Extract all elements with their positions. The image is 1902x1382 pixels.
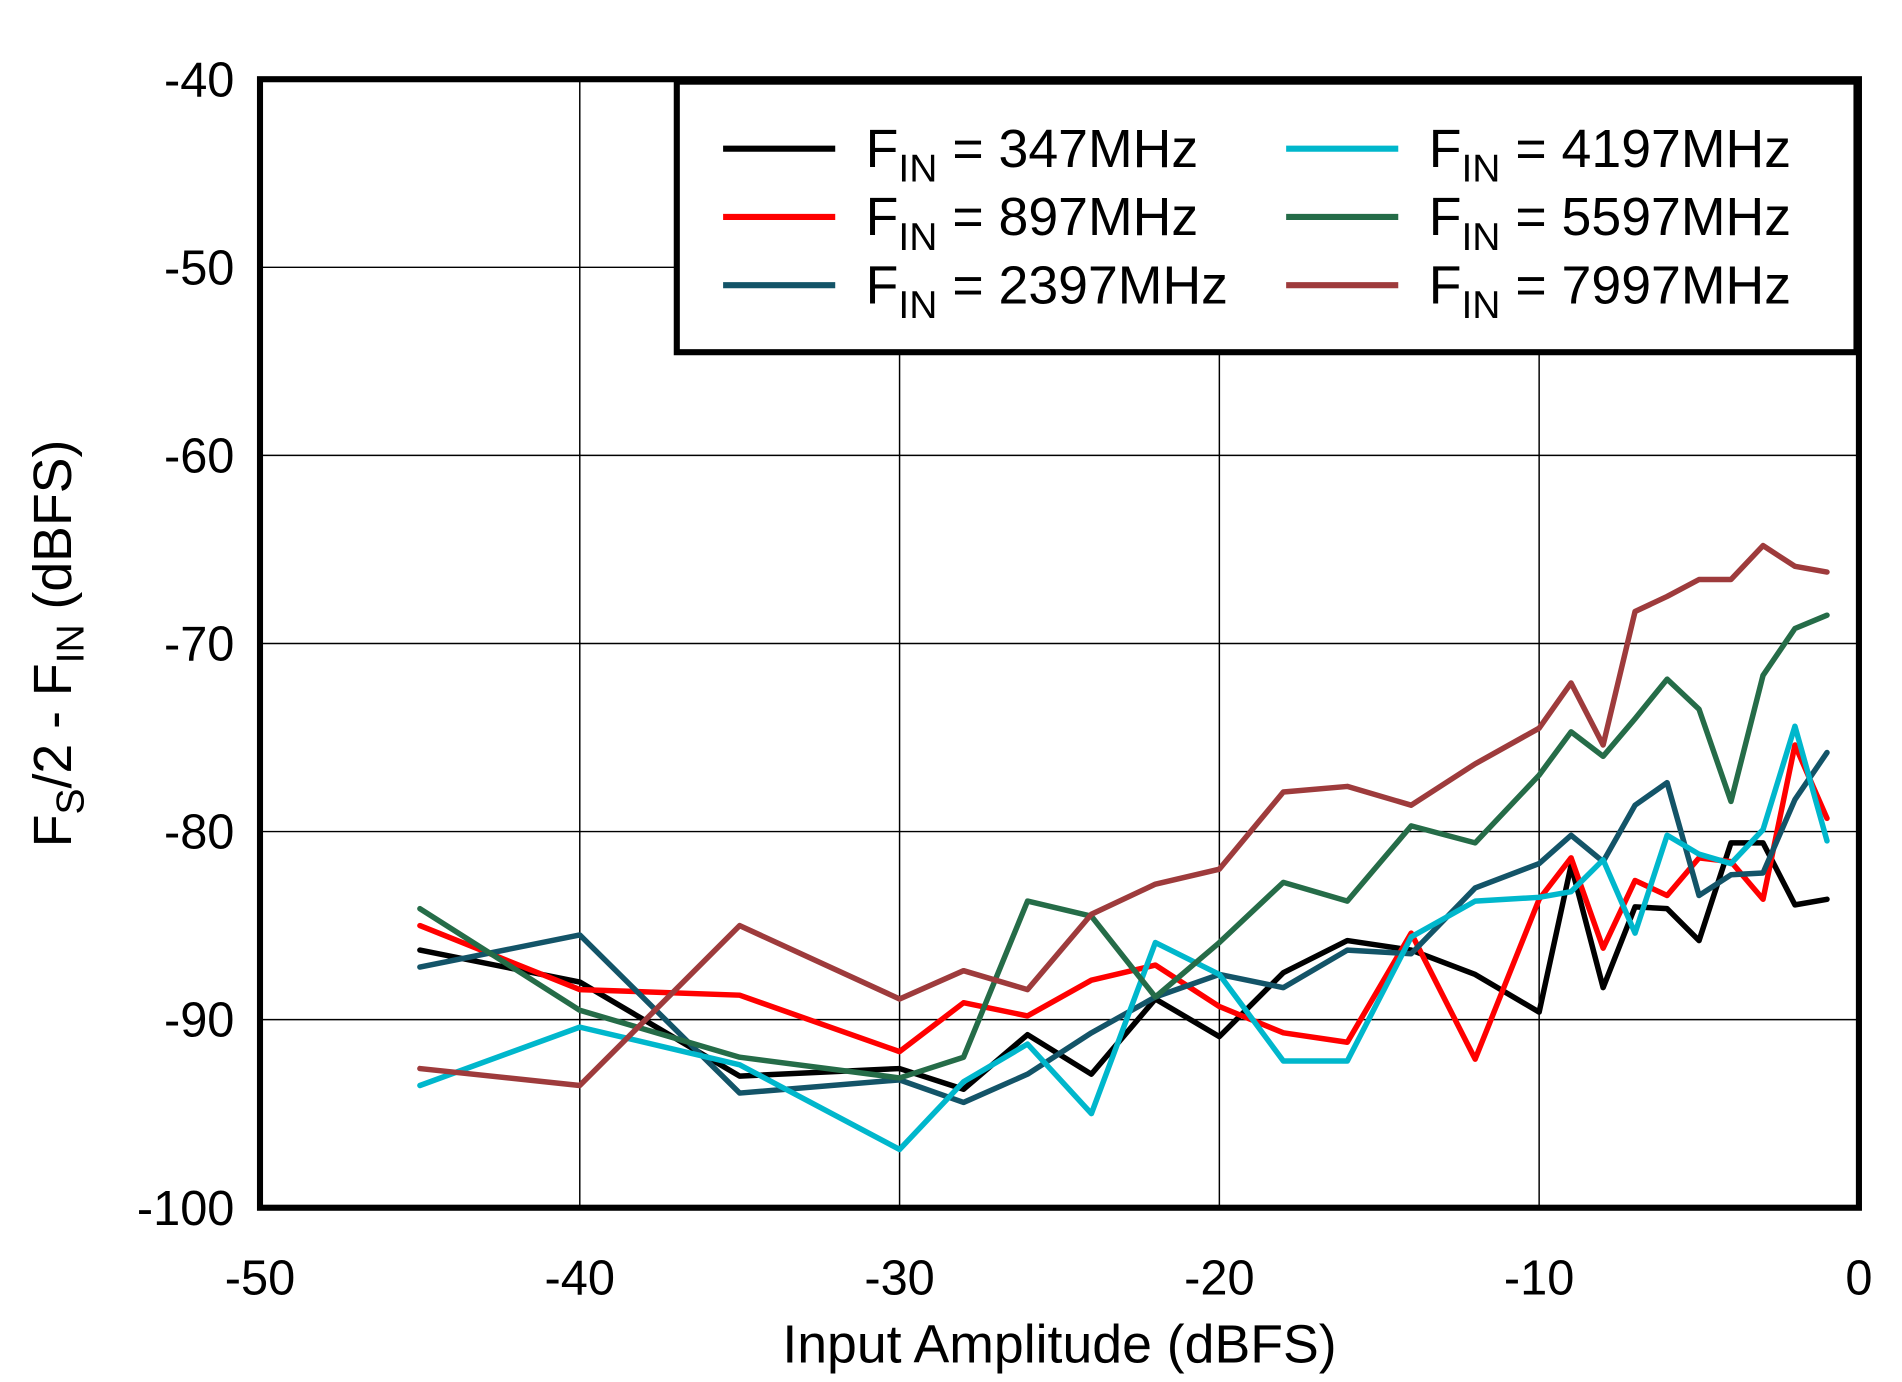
legend-label: FIN = 4197MHz [1429,119,1791,191]
legend-label: FIN = 347MHz [866,119,1198,191]
series-line-5 [417,542,1830,1089]
series-line-4 [417,612,1830,1081]
legend-label: FIN = 7997MHz [1429,255,1791,327]
series-line-0 [417,840,1830,1093]
x-tick-label: 0 [1845,1251,1872,1305]
legend-box [673,78,1860,356]
legend-label: FIN = 2397MHz [866,255,1228,327]
x-tick-labels: -50 -40 -30 -20 -10 0 [225,1251,1873,1305]
x-tick-label: -50 [225,1251,295,1305]
legend-label: FIN = 5597MHz [1429,187,1791,259]
y-tick-label: -100 [137,1182,235,1236]
y-tick-label: -50 [164,241,234,295]
x-axis-label: Input Amplitude (dBFS) [782,1315,1336,1375]
y-tick-label: -70 [164,618,234,672]
x-tick-label: -20 [1184,1251,1254,1305]
x-tick-label: -10 [1504,1251,1574,1305]
series-lines [417,542,1830,1153]
y-tick-label: -40 [164,53,234,107]
y-axis-label: FS/2 - FIN (dBFS) [23,440,92,848]
x-tick-label: -30 [864,1251,934,1305]
y-tick-label: -90 [164,994,234,1048]
y-tick-labels: -40 -50 -60 -70 -80 -90 -100 [137,53,235,1236]
y-tick-label: -80 [164,806,234,860]
series-line-3 [417,723,1830,1153]
legend-label: FIN = 897MHz [866,187,1198,259]
x-tick-label: -40 [545,1251,615,1305]
y-tick-label: -60 [164,429,234,483]
series-line-2 [417,749,1830,1106]
